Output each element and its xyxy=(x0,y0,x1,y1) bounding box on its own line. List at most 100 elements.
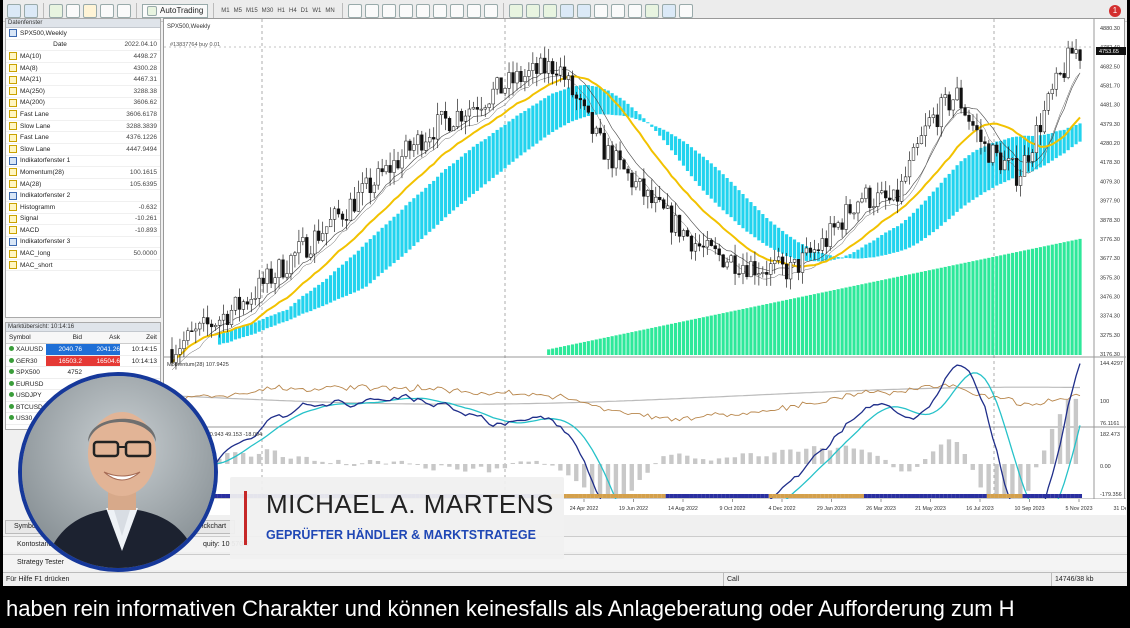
indicators-icon[interactable] xyxy=(644,3,659,18)
fast-lane-bar xyxy=(1046,133,1050,164)
cursor-icon[interactable] xyxy=(347,3,362,18)
slow-lane-bar xyxy=(844,287,848,355)
fast-lane-bar xyxy=(444,169,448,218)
ma10-line xyxy=(171,68,1081,363)
date-tick: 16 Jul 2023 xyxy=(966,506,993,512)
col-ask[interactable]: Ask xyxy=(109,334,120,341)
market-symbol: EURUSD xyxy=(16,380,44,388)
new-chart-icon[interactable] xyxy=(7,3,21,18)
templates-icon[interactable] xyxy=(678,3,693,18)
notification-badge[interactable]: 1 xyxy=(1109,5,1121,17)
tab-tick-chart[interactable]: ickchart xyxy=(202,523,227,530)
candle-body xyxy=(305,237,309,258)
slow-lane-bar xyxy=(1074,239,1078,355)
col-time[interactable]: Zeit xyxy=(146,334,157,341)
autoscroll-icon[interactable] xyxy=(610,3,625,18)
trendline-icon[interactable] xyxy=(415,3,430,18)
date-tick: 21 May 2023 xyxy=(915,506,946,512)
line-chart-icon[interactable] xyxy=(542,3,557,18)
market-watch-row[interactable]: XAUUSD 2040.76 2041.26 10:14:15 xyxy=(6,344,160,356)
candle-body xyxy=(622,159,626,170)
channel-icon[interactable] xyxy=(432,3,447,18)
crosshair-icon[interactable] xyxy=(364,3,379,18)
candle-body xyxy=(428,137,432,143)
tab-symbols[interactable]: Symbo xyxy=(14,523,36,530)
vertical-line-icon[interactable] xyxy=(381,3,396,18)
data-window-icon[interactable] xyxy=(66,3,80,18)
timeframe-m1[interactable]: M1 xyxy=(221,7,230,14)
timeframe-d1[interactable]: D1 xyxy=(300,7,309,14)
tester-icon[interactable] xyxy=(117,3,131,18)
slow-lane-bar xyxy=(923,271,927,355)
horizontal-line-icon[interactable] xyxy=(398,3,413,18)
timeframe-m30[interactable]: M30 xyxy=(261,7,274,14)
regime-strip-cell xyxy=(733,494,738,498)
chart-window[interactable]: SPX500,Weekly #13837764 buy 0.01 4880.30 47… xyxy=(163,18,1126,515)
arrows-icon[interactable] xyxy=(483,3,498,18)
text-icon[interactable] xyxy=(466,3,481,18)
col-symbol[interactable]: Symbol xyxy=(9,334,31,341)
fast-lane-bar xyxy=(428,183,432,232)
navigator-icon[interactable] xyxy=(83,3,97,18)
slow-lane-bar xyxy=(876,280,880,355)
slow-lane-bar xyxy=(903,275,908,355)
market-watch-row[interactable]: GER30 16503.2 16504.6 10:14:13 xyxy=(6,355,160,367)
terminal-icon[interactable] xyxy=(100,3,114,18)
candle-body xyxy=(1030,152,1035,162)
timeframe-m5[interactable]: M5 xyxy=(233,7,242,14)
bar-chart-icon[interactable] xyxy=(508,3,523,18)
fast-lane-bar xyxy=(281,311,285,323)
fast-lane-bar xyxy=(900,223,904,251)
market-symbol: US30 xyxy=(16,415,33,422)
fast-lane-bar xyxy=(792,239,797,259)
candlestick-icon[interactable] xyxy=(525,3,540,18)
candle-body xyxy=(844,204,848,230)
fast-lane-bar xyxy=(602,89,606,115)
macd-histogram-bar xyxy=(685,455,690,464)
autotrading-button[interactable]: AutoTrading xyxy=(142,3,209,18)
chart-title: SPX500,Weekly xyxy=(167,24,210,30)
fibonacci-icon[interactable] xyxy=(449,3,464,18)
chart-shift-icon[interactable] xyxy=(627,3,642,18)
candle-body xyxy=(392,160,396,173)
presenter-title: GEPRÜFTER HÄNDLER & MARKTSTRATEGE xyxy=(266,528,536,542)
col-bid[interactable]: Bid xyxy=(72,334,82,341)
data-row-label: Indikatorfenster 1 xyxy=(20,157,71,165)
candle-body xyxy=(773,260,777,264)
fast-lane-bar xyxy=(785,234,789,257)
tile-windows-icon[interactable] xyxy=(593,3,608,18)
timeframe-w1[interactable]: W1 xyxy=(312,7,322,14)
market-watch-icon[interactable] xyxy=(49,3,63,18)
candle-body xyxy=(828,223,832,247)
zoom-in-icon[interactable] xyxy=(559,3,574,18)
timeframe-mn[interactable]: MN xyxy=(325,7,335,14)
macd-histogram-bar xyxy=(748,453,753,464)
autotrading-icon xyxy=(147,5,157,16)
candle-body xyxy=(186,330,190,341)
regime-strip-cell xyxy=(887,494,892,498)
candle-body xyxy=(1003,160,1007,171)
timeframe-m15[interactable]: M15 xyxy=(245,7,258,14)
fast-lane-bar xyxy=(860,247,864,259)
zoom-out-icon[interactable] xyxy=(576,3,591,18)
macd-histogram-bar xyxy=(375,461,381,464)
fast-lane-bar xyxy=(301,295,305,314)
candle-body xyxy=(796,259,801,273)
regime-strip-cell xyxy=(677,494,682,498)
indicator-icon xyxy=(9,249,17,258)
slow-lane-bar xyxy=(1034,247,1039,355)
regime-strip-cell xyxy=(614,494,619,498)
macd-histogram-bar xyxy=(819,448,825,464)
slow-lane-bar xyxy=(1007,253,1011,355)
fast-lane-bar xyxy=(455,159,460,208)
data-row: MA(200) 3606.62 xyxy=(6,98,160,110)
fast-lane-bar xyxy=(761,214,765,243)
price-chart[interactable]: SPX500,Weekly #13837764 buy 0.01 4880.30 47… xyxy=(164,19,1126,515)
profiles-icon[interactable] xyxy=(24,3,38,18)
regime-strip-cell xyxy=(725,494,730,498)
periods-icon[interactable] xyxy=(661,3,676,18)
slow-lane-bar xyxy=(689,319,694,355)
timeframe-h1[interactable]: H1 xyxy=(277,7,285,14)
timeframe-h4[interactable]: H4 xyxy=(289,7,297,14)
macd-histogram-bar xyxy=(661,456,666,464)
